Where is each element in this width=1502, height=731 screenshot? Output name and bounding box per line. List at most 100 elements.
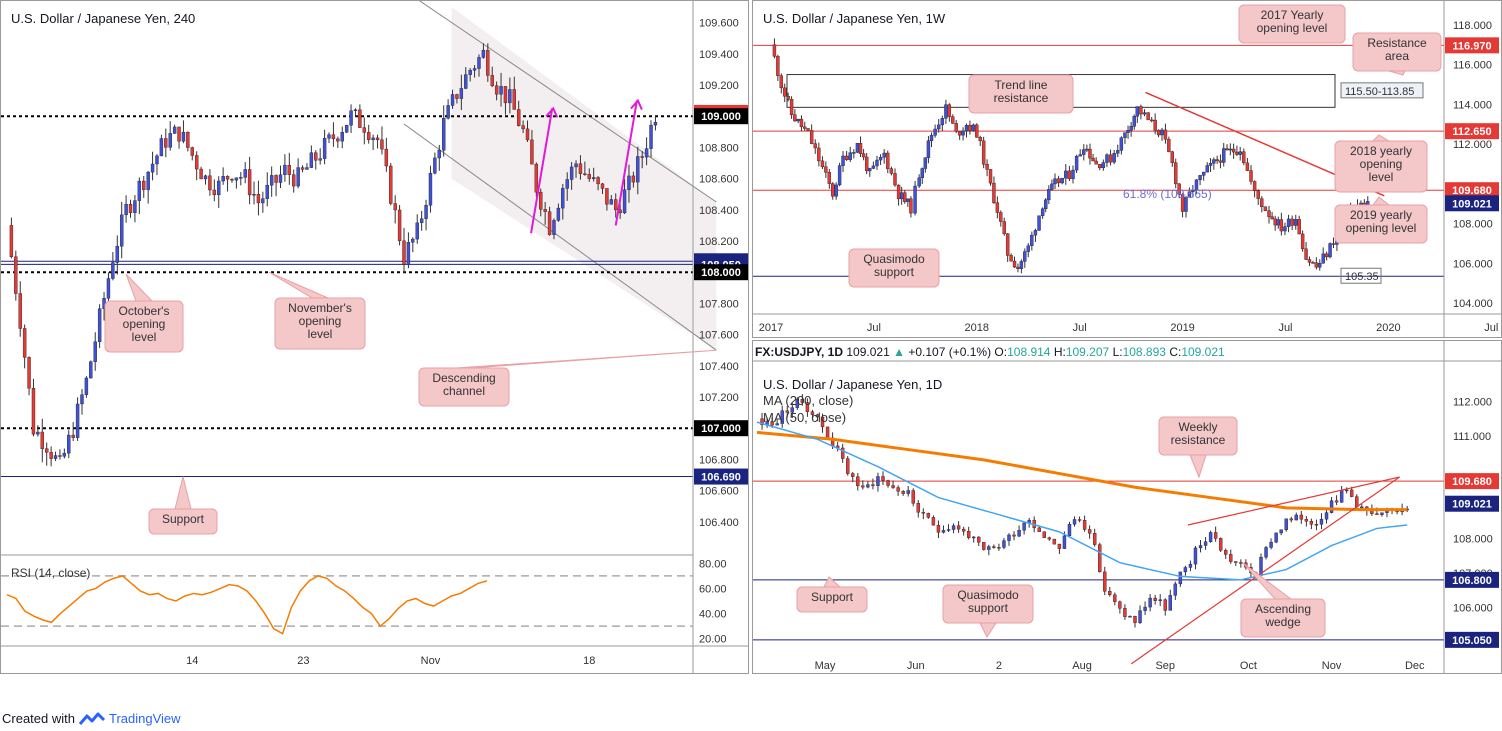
daily-candle-body — [931, 517, 936, 526]
h4-candle-body — [455, 94, 459, 99]
weekly-price-tick-label: 112.000 — [1453, 139, 1492, 151]
h4-price-tick-label: 107.600 — [699, 330, 739, 342]
descending-channel-fill — [451, 7, 717, 351]
h4-candle-body — [411, 238, 415, 243]
h4-price-tick-label: 107.800 — [699, 298, 739, 310]
weekly-candle-body — [889, 168, 894, 174]
daily-candle-body — [1208, 532, 1213, 542]
h4-price-tick-label: 108.400 — [699, 205, 739, 217]
h4-candle-body — [274, 175, 278, 183]
weekly-candle-body — [1030, 234, 1034, 247]
magenta-arrow-head — [545, 106, 559, 118]
weekly-chart-panel[interactable]: 105.35 115.50-113.85 61.8% (109.565) 118.… — [752, 0, 1502, 338]
wedge-lower-line — [1130, 476, 1400, 665]
daily-candle-body — [1289, 518, 1293, 521]
daily-candle-body — [1309, 521, 1314, 525]
daily-candle-body — [825, 426, 830, 439]
h4-candle-body — [239, 177, 243, 179]
daily-candle-body — [1334, 500, 1339, 503]
h4-candle-body — [309, 152, 314, 168]
h4-candle-body — [58, 455, 62, 457]
weekly-candle-body — [1112, 153, 1116, 163]
h4-candle-body — [344, 125, 349, 133]
weekly-candle-body — [985, 164, 989, 170]
h4-candle-body — [36, 431, 40, 435]
weekly-candle-body — [896, 184, 901, 200]
weekly-candle-body — [1205, 165, 1209, 173]
tradingview-logo-icon[interactable] — [78, 712, 105, 726]
weekly-candle-body — [1002, 221, 1006, 234]
daily-candle-body — [1375, 513, 1379, 515]
h4-candle-body — [71, 434, 75, 438]
weekly-candle-body — [1135, 106, 1140, 117]
weekly-candle-body — [1307, 259, 1312, 263]
weekly-candle-body — [1184, 197, 1188, 212]
weekly-candle-body — [772, 44, 777, 57]
weekly-candle-body — [858, 143, 863, 154]
weekly-candle-body — [1311, 262, 1315, 264]
h4-candle-body — [119, 214, 124, 247]
daily-candle-body — [1274, 532, 1278, 543]
h4-candle-body — [433, 157, 437, 174]
weekly-price-badge — [1445, 123, 1499, 140]
daily-candle-body — [1148, 597, 1152, 608]
h4-candle-body — [362, 127, 366, 133]
daily-chart-title: U.S. Dollar / Japanese Yen, 1D — [763, 377, 943, 392]
callout-support-daily — [796, 586, 868, 613]
h4-candle-body — [477, 57, 481, 69]
h4-candle-body — [177, 126, 181, 142]
daily-chart-svg[interactable]: 112.000111.000108.000107.000106.000105.0… — [753, 341, 1502, 674]
daily-candle-body — [1128, 616, 1132, 618]
daily-candle-body — [1113, 594, 1117, 602]
weekly-chart-svg[interactable]: 105.35 115.50-113.85 61.8% (109.565) 118.… — [753, 1, 1502, 338]
h4-chart-svg[interactable]: 109.600 109.400 109.200 108.800 108.600 108.4… — [1, 1, 749, 674]
h4-candle-body — [327, 134, 331, 139]
h4-candle-body — [614, 199, 618, 211]
weekly-candle-body — [961, 130, 965, 136]
callout-weekly-resistance-pointer — [1189, 454, 1207, 479]
h4-chart-panel[interactable]: 109.600 109.400 109.200 108.800 108.600 108.4… — [0, 0, 749, 674]
weekly-candle-body — [855, 143, 860, 153]
weekly-candle-body — [1174, 162, 1178, 185]
h4-candle-body — [14, 256, 18, 294]
weekly-candle-body — [834, 184, 838, 197]
ma-50-line — [756, 421, 1408, 581]
h4-candle-body — [503, 86, 508, 104]
h4-candle-body — [18, 293, 22, 329]
daily-price-badge-label: 106.800 — [1452, 575, 1492, 587]
callout-descending-channel — [418, 367, 510, 407]
daily-candle-body — [790, 407, 794, 413]
weekly-price-badge — [1445, 195, 1499, 212]
weekly-candle-body — [1194, 179, 1199, 191]
weekly-level-105-label: 105.35 — [1345, 271, 1379, 283]
rsi-tick-label: 80.00 — [699, 558, 727, 570]
daily-high: 109.207 — [1065, 345, 1110, 359]
h4-candle-body — [631, 175, 636, 183]
daily-candle-body — [1057, 543, 1062, 549]
h4-candle-body — [349, 110, 353, 126]
h4-candle-body — [137, 180, 142, 201]
weekly-chart-title: U.S. Dollar / Japanese Yen, 1W — [763, 11, 946, 26]
h4-price-tick-label: 106.800 — [699, 454, 739, 466]
weekly-candle-body — [1082, 149, 1086, 155]
h4-candle-body — [203, 175, 208, 180]
h4-candle-body — [512, 89, 516, 110]
weekly-candle-body — [1215, 159, 1219, 162]
weekly-candle-body — [1101, 162, 1106, 169]
callout-novembers-opening-text: opening — [299, 314, 342, 328]
callout-descending-channel-pointer — [455, 349, 717, 369]
wedge-upper-line — [1187, 476, 1400, 526]
footer-brand-link[interactable]: TradingView — [108, 711, 181, 726]
daily-candle-body — [1213, 532, 1218, 539]
daily-candle-body — [961, 528, 966, 532]
weekly-candle-body — [886, 152, 890, 169]
h4-candle-body — [181, 131, 186, 142]
h4-candle-body — [128, 204, 133, 213]
h4-candle-body — [636, 156, 640, 183]
daily-chart-panel[interactable]: 112.000111.000108.000107.000106.000105.0… — [752, 340, 1502, 674]
daily-candle-body — [1153, 597, 1157, 601]
weekly-price-tick-label: 106.000 — [1453, 258, 1493, 270]
daily-candle-body — [1324, 512, 1329, 520]
weekly-candle-body — [1023, 251, 1027, 262]
weekly-candle-body — [1270, 216, 1274, 220]
